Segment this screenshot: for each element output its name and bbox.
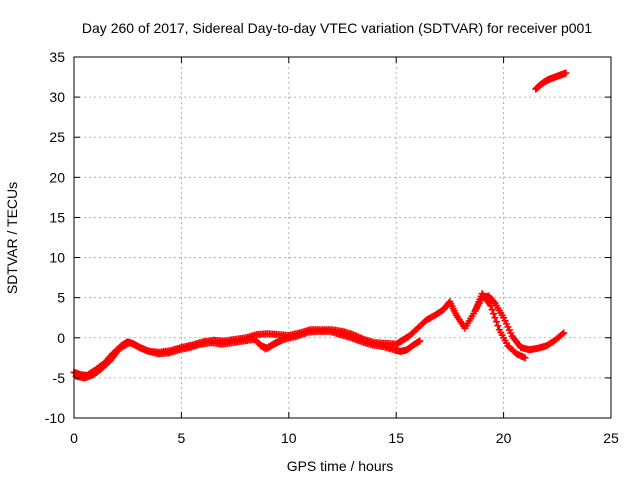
y-tick-label: 20 [49,169,65,185]
series-track-b [72,327,424,382]
x-axis-label: GPS time / hours [287,458,394,474]
x-tick-label: 20 [496,430,512,446]
data-point [276,337,284,345]
y-tick-label: 0 [57,330,65,346]
data-point [494,322,502,330]
series-track-c [257,337,284,352]
plot-frame [73,56,612,419]
y-tick-label: 10 [49,250,65,266]
y-tick-label: 5 [57,290,65,306]
data-point [521,354,529,362]
data-point [490,298,498,306]
grid-lines [74,57,611,418]
series-track-e [532,69,570,93]
data-point [488,306,496,314]
x-tick-label: 15 [388,430,404,446]
data-point [558,330,566,338]
y-tick-label: 15 [49,209,65,225]
data-point [562,69,570,77]
y-tick-label: -10 [45,410,65,426]
data-points [70,69,570,382]
x-tick-label: 10 [281,430,297,446]
y-tick-label: 30 [49,89,65,105]
x-tick-label: 0 [70,430,78,446]
data-point [416,337,424,345]
data-point [560,329,568,337]
data-point [492,318,500,326]
x-tick-label: 5 [178,430,186,446]
x-tick-label: 25 [603,430,619,446]
y-tick-label: 25 [49,129,65,145]
axis-ticks: 0 5 10 15 20 25 -10 -5 0 5 10 15 20 25 30 35 [45,49,619,446]
y-axis-label: SDTVAR / TECUs [4,182,20,294]
series-track-d [472,290,529,362]
y-tick-label: 35 [49,49,65,65]
data-point [491,314,499,322]
chart-title: Day 260 of 2017, Sidereal Day-to-day VTE… [82,20,592,36]
y-tick-label: -5 [53,370,66,386]
data-point [487,302,495,310]
data-point [490,310,498,318]
